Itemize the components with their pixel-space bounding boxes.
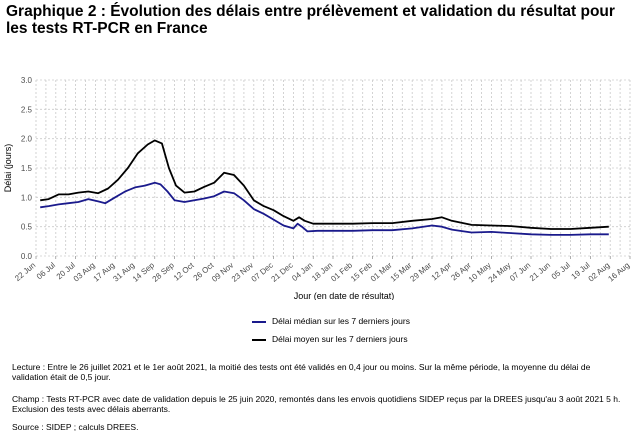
- legend-swatch-median: [252, 320, 266, 323]
- x-axis-title: Jour (en date de résultat): [294, 291, 395, 300]
- legend-label-mean: Délai moyen sur les 7 derniers jours: [272, 334, 408, 344]
- y-tick-label: 0.0: [21, 252, 33, 261]
- x-tick-label: 05 Jul: [550, 261, 572, 282]
- x-tick-label: 17 Aug: [92, 261, 117, 284]
- chart-title: Graphique 2 : Évolution des délais entre…: [6, 3, 615, 37]
- y-tick-label: 2.0: [21, 135, 33, 144]
- y-tick-label: 2.5: [21, 105, 33, 114]
- x-tick-label: 03 Aug: [72, 261, 97, 284]
- series-line-median: [40, 181, 609, 236]
- series-line-mean: [40, 139, 609, 230]
- y-tick-label: 0.5: [21, 223, 33, 232]
- legend-item-mean: Délai moyen sur les 7 derniers jours: [252, 334, 408, 344]
- x-tick-label: 12 Oct: [172, 260, 196, 283]
- note-lecture: Lecture : Entre le 26 juillet 2021 et le…: [12, 362, 591, 382]
- legend-item-median: Délai médian sur les 7 derniers jours: [252, 316, 410, 326]
- x-tick-label: 12 Apr: [430, 260, 454, 282]
- grid: [35, 79, 631, 257]
- x-tick-label: 04 Jan: [290, 261, 314, 283]
- legend-label-median: Délai médian sur les 7 derniers jours: [272, 316, 410, 326]
- x-tick-label: 21 Jun: [528, 261, 552, 283]
- x-tick-label: 06 Jul: [35, 261, 57, 282]
- legend-swatch-mean: [252, 338, 266, 341]
- x-tick-label: 28 Sep: [151, 260, 177, 284]
- x-tick-label: 22 Jun: [13, 261, 37, 283]
- y-axis: 0.0 0.5 1.0 1.5 2.0 2.5 3.0: [21, 76, 33, 261]
- notes: Lecture : Entre le 26 juillet 2021 et le…: [12, 362, 624, 432]
- x-tick-label: 24 May: [487, 261, 513, 285]
- series-layer: [40, 139, 609, 236]
- y-tick-label: 3.0: [21, 76, 33, 85]
- x-tick-label: 16 Aug: [606, 261, 631, 284]
- x-tick-label: 01 Mar: [369, 260, 394, 283]
- x-tick-label: 15 Mar: [389, 260, 414, 283]
- x-tick-label: 07 Jun: [508, 261, 532, 283]
- x-tick-label: 29 Mar: [408, 260, 433, 283]
- note-champ: Champ : Tests RT-PCR avec date de valida…: [12, 394, 621, 414]
- y-axis-title: Délai (jours): [3, 144, 13, 193]
- x-tick-label: 02 Aug: [587, 261, 612, 284]
- y-tick-label: 1.5: [21, 164, 33, 173]
- x-tick-label: 21 Dec: [269, 261, 294, 284]
- note-source: Source : SIDEP ; calculs DREES.: [12, 422, 139, 432]
- y-tick-label: 1.0: [21, 193, 33, 202]
